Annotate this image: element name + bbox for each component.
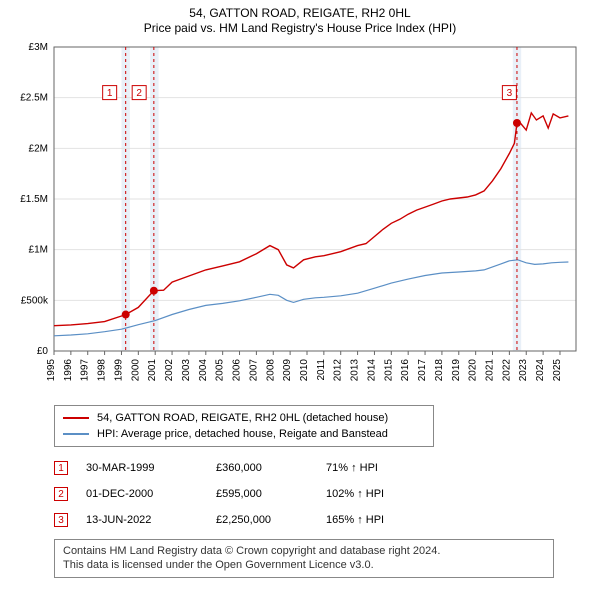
sale-price: £595,000 — [216, 488, 326, 500]
legend: 54, GATTON ROAD, REIGATE, RH2 0HL (detac… — [54, 405, 434, 447]
svg-text:2025: 2025 — [552, 359, 563, 382]
svg-text:2000: 2000 — [130, 359, 141, 382]
svg-text:1999: 1999 — [113, 359, 124, 382]
chart-svg: £0 £500k £1M £1.5M £2M £2.5M £3M 1995 1996 1997 19… — [10, 39, 586, 399]
title-subtitle: Price paid vs. HM Land Registry's House … — [10, 21, 590, 35]
svg-text:£1.5M: £1.5M — [20, 194, 48, 205]
sale-marker-box: 2 — [54, 487, 68, 501]
svg-text:2008: 2008 — [265, 359, 276, 382]
svg-text:2017: 2017 — [417, 359, 428, 382]
sale-pct-vs-hpi: 71% ↑ HPI — [326, 462, 426, 474]
title-address: 54, GATTON ROAD, REIGATE, RH2 0HL — [10, 6, 590, 20]
chart-container: 54, GATTON ROAD, REIGATE, RH2 0HL Price … — [0, 0, 600, 586]
sale-pct-vs-hpi: 165% ↑ HPI — [326, 514, 426, 526]
svg-text:2012: 2012 — [333, 359, 344, 382]
svg-text:2016: 2016 — [400, 359, 411, 382]
svg-text:2011: 2011 — [316, 359, 327, 381]
sale-row: 1 30-MAR-1999£360,00071% ↑ HPI — [54, 455, 590, 481]
sale-marker-box: 3 — [54, 513, 68, 527]
svg-text:2020: 2020 — [468, 359, 479, 382]
svg-text:£3M: £3M — [29, 42, 48, 53]
svg-text:2002: 2002 — [164, 359, 175, 382]
svg-text:£2.5M: £2.5M — [20, 93, 48, 104]
svg-text:£0: £0 — [37, 346, 49, 357]
legend-swatch — [63, 417, 89, 419]
svg-text:2005: 2005 — [215, 359, 226, 382]
svg-text:2: 2 — [136, 88, 142, 99]
svg-text:2019: 2019 — [451, 359, 462, 382]
svg-text:2004: 2004 — [198, 359, 209, 382]
legend-label: HPI: Average price, detached house, Reig… — [97, 428, 388, 440]
title-block: 54, GATTON ROAD, REIGATE, RH2 0HL Price … — [10, 6, 590, 35]
svg-text:2018: 2018 — [434, 359, 445, 382]
svg-text:2024: 2024 — [535, 359, 546, 382]
sale-date: 01-DEC-2000 — [86, 488, 216, 500]
svg-text:2007: 2007 — [248, 359, 259, 382]
svg-text:2001: 2001 — [147, 359, 158, 382]
svg-text:1996: 1996 — [63, 359, 74, 382]
svg-text:2023: 2023 — [518, 359, 529, 382]
svg-text:2013: 2013 — [350, 359, 361, 382]
svg-text:2006: 2006 — [232, 359, 243, 382]
legend-swatch — [63, 433, 89, 435]
svg-text:£500k: £500k — [21, 295, 49, 306]
svg-text:2003: 2003 — [181, 359, 192, 382]
sale-marker-box: 1 — [54, 461, 68, 475]
legend-item: HPI: Average price, detached house, Reig… — [63, 426, 425, 442]
sale-row: 2 01-DEC-2000£595,000102% ↑ HPI — [54, 481, 590, 507]
sale-date: 30-MAR-1999 — [86, 462, 216, 474]
sale-price: £360,000 — [216, 462, 326, 474]
svg-text:£1M: £1M — [29, 245, 48, 256]
sale-date: 13-JUN-2022 — [86, 514, 216, 526]
svg-text:2009: 2009 — [282, 359, 293, 382]
legend-item: 54, GATTON ROAD, REIGATE, RH2 0HL (detac… — [63, 410, 425, 426]
svg-text:2014: 2014 — [366, 359, 377, 382]
legend-label: 54, GATTON ROAD, REIGATE, RH2 0HL (detac… — [97, 412, 388, 424]
chart-area: £0 £500k £1M £1.5M £2M £2.5M £3M 1995 1996 1997 19… — [10, 39, 586, 399]
svg-text:2010: 2010 — [299, 359, 310, 382]
svg-text:2015: 2015 — [383, 359, 394, 382]
sale-price: £2,250,000 — [216, 514, 326, 526]
svg-text:1: 1 — [107, 88, 113, 99]
svg-text:2022: 2022 — [501, 359, 512, 382]
svg-text:1998: 1998 — [97, 359, 108, 382]
svg-text:£2M: £2M — [29, 143, 48, 154]
svg-text:3: 3 — [507, 88, 513, 99]
sale-pct-vs-hpi: 102% ↑ HPI — [326, 488, 426, 500]
attribution-box: Contains HM Land Registry data © Crown c… — [54, 539, 554, 578]
attribution-line1: Contains HM Land Registry data © Crown c… — [63, 544, 545, 558]
sale-row: 3 13-JUN-2022£2,250,000165% ↑ HPI — [54, 507, 590, 533]
svg-text:1995: 1995 — [46, 359, 57, 382]
svg-text:2021: 2021 — [485, 359, 496, 382]
svg-text:1997: 1997 — [80, 359, 91, 382]
attribution-line2: This data is licensed under the Open Gov… — [63, 558, 545, 572]
sales-table: 1 30-MAR-1999£360,00071% ↑ HPI 2 01-DEC-200… — [54, 455, 590, 533]
